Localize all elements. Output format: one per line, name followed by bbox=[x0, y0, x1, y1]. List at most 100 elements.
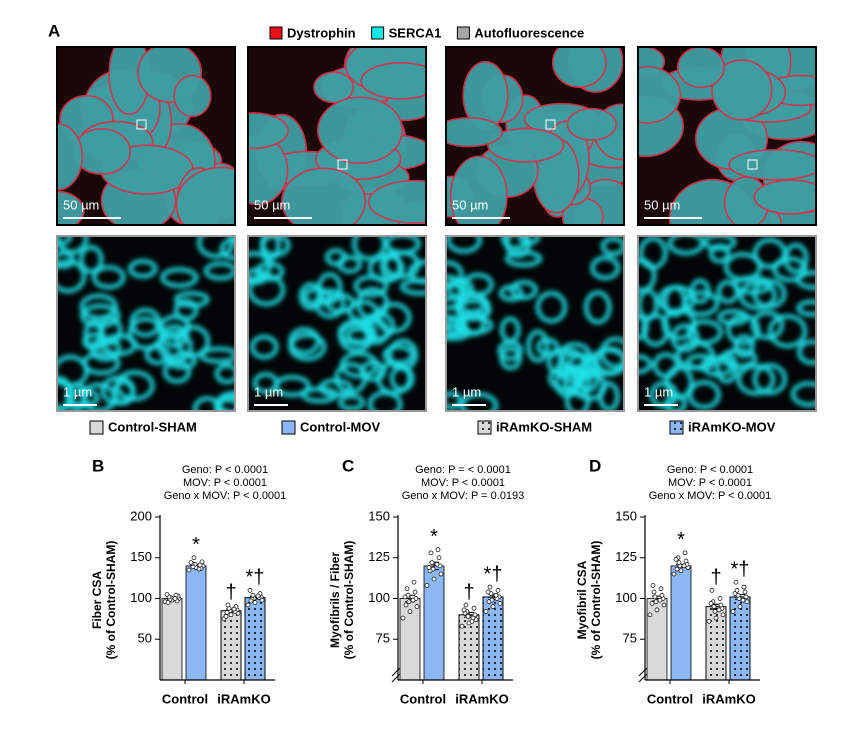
myofibril-gap bbox=[702, 236, 737, 252]
y-axis-label: Myofibrils / Fiber bbox=[328, 552, 342, 648]
bar bbox=[185, 565, 207, 681]
myofibril-gap bbox=[57, 259, 87, 294]
data-point bbox=[472, 612, 478, 618]
data-point bbox=[414, 604, 420, 610]
myofibril-gap bbox=[499, 346, 523, 371]
fiber bbox=[446, 117, 503, 148]
data-point bbox=[718, 602, 724, 608]
data-point bbox=[486, 599, 492, 605]
data-point bbox=[681, 563, 687, 569]
y-tick-label: 150 bbox=[615, 508, 637, 523]
bar bbox=[161, 598, 183, 681]
x-tick-label: Control bbox=[400, 691, 446, 706]
myofibril-gap bbox=[446, 236, 483, 254]
y-tick-label: 150 bbox=[130, 549, 152, 564]
fiber bbox=[248, 112, 289, 150]
bar bbox=[670, 565, 692, 681]
data-point bbox=[712, 609, 718, 614]
myofibril-gap bbox=[649, 380, 679, 409]
data-point bbox=[744, 599, 750, 605]
myofibril-gap bbox=[509, 279, 539, 301]
data-point bbox=[461, 607, 467, 613]
fiber bbox=[487, 127, 565, 163]
stats-line: Geno: P < 0.0001 bbox=[667, 464, 753, 476]
stats-line: Geno x MOV: P < 0.0001 bbox=[649, 490, 772, 502]
fiber bbox=[313, 71, 355, 104]
micrograph bbox=[248, 47, 426, 225]
data-point bbox=[406, 599, 412, 605]
y-tick-label: 50 bbox=[138, 631, 152, 646]
myofibril-gap bbox=[652, 352, 680, 379]
myofibril-gap bbox=[461, 309, 486, 337]
stats-line: Geno x MOV: P < 0.0001 bbox=[164, 490, 287, 502]
axis-break bbox=[638, 673, 648, 683]
data-point bbox=[647, 612, 653, 618]
data-point bbox=[404, 586, 410, 592]
legend-swatch bbox=[371, 26, 385, 40]
legend-label: Control-SHAM bbox=[108, 419, 197, 434]
image-border bbox=[56, 235, 236, 412]
data-point bbox=[463, 602, 469, 608]
data-point bbox=[165, 600, 171, 605]
fiber bbox=[728, 148, 816, 181]
myofibril-gap bbox=[100, 375, 136, 406]
panel-label: A bbox=[48, 21, 60, 40]
myofibril-gap bbox=[78, 244, 104, 274]
scale-label: 50 µm bbox=[644, 197, 680, 212]
myofibril-gap bbox=[796, 339, 816, 366]
data-point bbox=[650, 583, 656, 588]
y-tick-label: 75 bbox=[623, 631, 637, 646]
data-point bbox=[674, 566, 680, 572]
panel-label: C bbox=[342, 456, 354, 475]
data-point bbox=[459, 623, 465, 629]
data-point bbox=[403, 602, 409, 608]
scale-label: 50 µm bbox=[452, 197, 488, 212]
myofibril-gap bbox=[174, 324, 211, 358]
myofibril-gap bbox=[248, 273, 286, 307]
data-point bbox=[708, 601, 714, 606]
image-border bbox=[445, 46, 625, 226]
bar-pattern bbox=[244, 597, 266, 681]
myofibril-gap bbox=[79, 293, 119, 321]
data-point bbox=[197, 562, 203, 568]
data-point bbox=[426, 565, 432, 570]
myofibril-gap bbox=[638, 258, 657, 293]
myofibril-gap bbox=[213, 397, 235, 411]
data-point bbox=[658, 586, 664, 592]
stats-line: Geno: P < 0.0001 bbox=[182, 464, 268, 476]
data-point bbox=[706, 618, 712, 624]
network bbox=[248, 236, 426, 411]
image-border bbox=[445, 235, 625, 412]
data-point bbox=[651, 589, 657, 595]
myofibril-gap bbox=[535, 290, 568, 324]
myofibril-gap bbox=[389, 364, 415, 392]
myofibril-gap bbox=[638, 288, 659, 322]
myofibril-gap bbox=[526, 329, 550, 363]
significance-label: † bbox=[225, 581, 236, 603]
fiber bbox=[367, 179, 426, 224]
myofibril-gap bbox=[599, 336, 624, 369]
significance-label: * bbox=[192, 534, 200, 556]
data-point bbox=[223, 614, 229, 619]
data-point bbox=[431, 576, 437, 582]
myofibril-gap bbox=[667, 236, 705, 256]
data-point bbox=[490, 604, 496, 610]
myofibril-gap bbox=[219, 237, 235, 261]
y-axis-label: (% of Control-SHAM) bbox=[104, 541, 118, 660]
legend-swatch bbox=[89, 420, 104, 435]
data-point bbox=[709, 587, 715, 593]
data-point bbox=[495, 587, 501, 593]
data-point bbox=[172, 596, 178, 601]
axis-break bbox=[391, 667, 401, 677]
myofibril-gap bbox=[670, 323, 700, 353]
myofibril-gap bbox=[260, 236, 291, 258]
myofibril-gap bbox=[382, 344, 415, 366]
panel-label: B bbox=[92, 456, 104, 475]
data-point bbox=[493, 592, 499, 598]
x-tick-label: iRAmKO bbox=[455, 691, 508, 706]
myofibril-gap bbox=[498, 284, 524, 302]
data-point bbox=[436, 555, 442, 561]
data-point bbox=[247, 587, 253, 593]
myofibril-gap bbox=[686, 319, 724, 346]
fiber bbox=[551, 47, 607, 88]
